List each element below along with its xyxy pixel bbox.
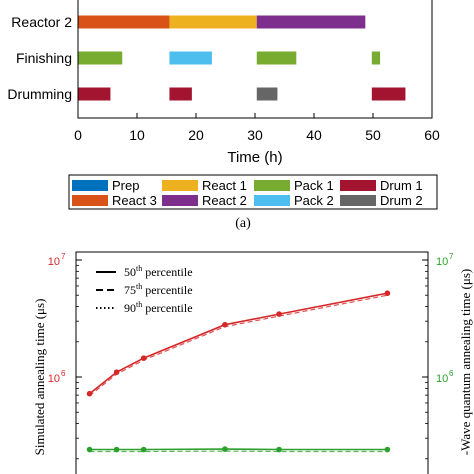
gantt-x-tick-label: 60 — [424, 127, 440, 143]
right-y-axis-label: -Wave quantum annealing time (μs) — [458, 269, 473, 455]
gantt-legend-item: React 1 — [162, 178, 247, 193]
gantt-legend-label: Drum 1 — [380, 178, 423, 193]
gantt-row-label: Reactor 2 — [11, 14, 72, 30]
gantt-legend-label: React 1 — [202, 178, 247, 193]
gantt-legend-item: React 2 — [162, 193, 247, 208]
right-y-tick-label: 10 — [436, 373, 448, 385]
series-point — [276, 446, 282, 453]
series-point — [384, 290, 391, 297]
gantt-legend-item: Drum 1 — [340, 178, 423, 193]
series-point — [113, 369, 120, 375]
gantt-legend-swatch — [162, 180, 198, 191]
gantt-legend-swatch — [254, 195, 290, 206]
left-y-tick-exponent: 7 — [61, 252, 66, 261]
gantt-legend-label: Pack 1 — [294, 178, 334, 193]
gantt-row-label: Finishing — [16, 50, 72, 66]
right-y-tick-exponent: 6 — [449, 369, 454, 378]
gantt-task-bar — [256, 51, 297, 65]
series-point — [276, 311, 282, 317]
gantt-task-bar — [371, 87, 406, 101]
gantt-legend-swatch — [162, 195, 198, 206]
line-legend-label: 75th percentile — [124, 282, 193, 297]
left-y-tick-label: 10 — [48, 373, 60, 385]
gantt-chart: Reactor 2 Finishing Drumming 0 10 20 30 40 50 60… — [7, 0, 440, 231]
gantt-legend-swatch — [72, 195, 108, 206]
gantt-legend-label: Drum 2 — [380, 193, 423, 208]
gantt-legend-swatch — [340, 180, 376, 191]
line-legend-label: 50th percentile — [124, 264, 193, 279]
gantt-task-bar — [256, 15, 366, 29]
line-legend-item: 90th percentile — [96, 300, 193, 315]
series-line — [89, 292, 388, 395]
gantt-legend-item: Pack 2 — [254, 193, 334, 208]
series-line-dashed — [89, 294, 388, 397]
gantt-legend-swatch — [254, 180, 290, 191]
gantt-x-axis-label: Time (h) — [227, 149, 282, 166]
series-point — [113, 446, 120, 453]
series-point — [222, 446, 228, 452]
series-point — [86, 446, 93, 453]
series-point — [140, 355, 147, 361]
gantt-x-tick-label: 20 — [188, 127, 204, 143]
series-point — [384, 446, 391, 453]
gantt-x-tick-label: 30 — [247, 127, 263, 143]
gantt-task-bar — [78, 87, 111, 101]
gantt-row-label: Drumming — [7, 86, 72, 102]
gantt-x-tick-label: 40 — [306, 127, 322, 143]
left-y-axis-label: Simulated annealing time (μs) — [32, 299, 47, 456]
gantt-task-bar — [169, 15, 257, 29]
left-y-tick-label: 10 — [48, 256, 60, 268]
gantt-legend-swatch — [340, 195, 376, 206]
gantt-legend-swatch — [72, 180, 108, 191]
series-point — [86, 390, 93, 397]
gantt-x-tick-label: 10 — [129, 127, 145, 143]
line-plot-frame — [75, 251, 429, 474]
series-point — [222, 321, 228, 328]
gantt-legend-item: Pack 1 — [254, 178, 334, 193]
right-y-tick-label: 10 — [436, 256, 448, 268]
gantt-task-bar — [256, 87, 278, 101]
gantt-legend-item: Drum 2 — [340, 193, 423, 208]
gantt-legend-label: Pack 2 — [294, 193, 334, 208]
gantt-legend-label: Prep — [112, 178, 139, 193]
gantt-task-bar — [78, 51, 123, 65]
line-legend-item: 75th percentile — [96, 282, 193, 297]
gantt-x-tick-label: 0 — [74, 127, 82, 143]
series-point — [140, 446, 147, 453]
right-y-tick-exponent: 7 — [449, 252, 454, 261]
gantt-x-tick-label: 50 — [365, 127, 381, 143]
gantt-legend-label: React 2 — [202, 193, 247, 208]
gantt-task-bar — [169, 87, 192, 101]
gantt-task-bar — [169, 51, 212, 65]
gantt-task-bar — [78, 15, 170, 29]
gantt-legend-item: React 3 — [72, 193, 157, 208]
gantt-caption: (a) — [235, 216, 251, 231]
line-legend-label: 90th percentile — [124, 300, 193, 315]
gantt-task-bar — [371, 51, 381, 65]
gantt-legend-label: React 3 — [112, 193, 157, 208]
line-legend-item: 50th percentile — [96, 264, 193, 279]
left-y-tick-exponent: 6 — [61, 369, 66, 378]
gantt-legend-item: Prep — [72, 178, 139, 193]
